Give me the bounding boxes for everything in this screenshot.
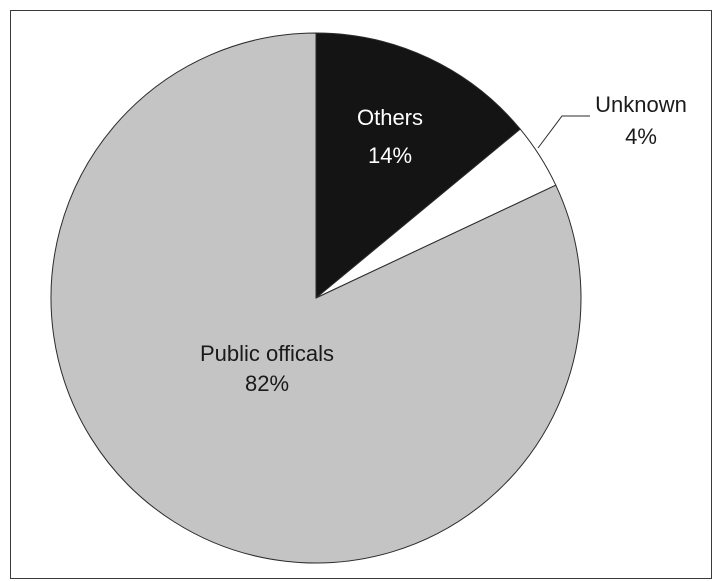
slice-value-unknown: 4% [625, 124, 657, 149]
slice-label-public-officals: Public officals [200, 341, 334, 366]
pie-labels: Others 14% Unknown 4% Public officals 82… [200, 92, 687, 396]
pie-slice-others [315, 32, 521, 300]
slice-label-unknown: Unknown [595, 92, 687, 117]
leader-line-unknown [537, 115, 590, 149]
slice-label-others: Others [357, 105, 423, 130]
slice-value-public-officals: 82% [245, 371, 289, 396]
pie-slice-public-officals [50, 32, 582, 564]
slice-value-others: 14% [368, 143, 412, 168]
pie-slices [50, 32, 582, 564]
